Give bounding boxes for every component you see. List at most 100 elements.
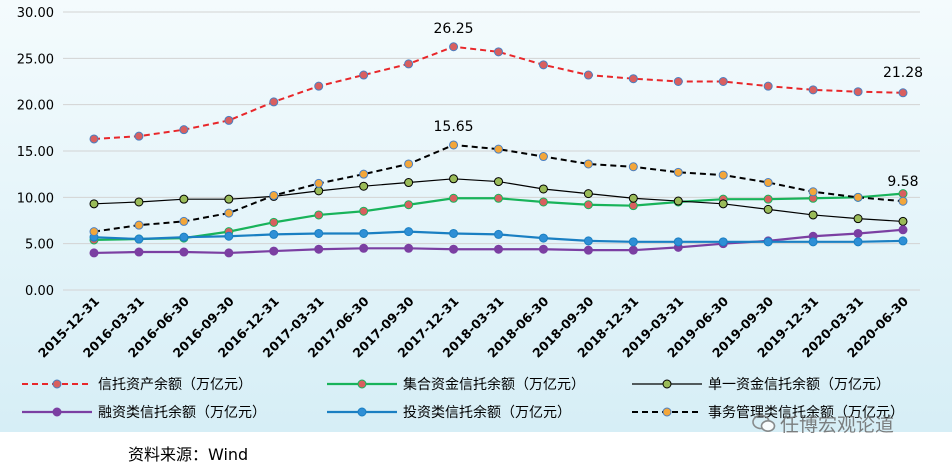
legend-swatch-marker — [52, 379, 62, 389]
chart-frame: 0.00 5.00 10.00 15.00 20.00 25.00 30.00 2015-1… — [0, 0, 952, 432]
data-point — [538, 197, 548, 207]
data-point — [763, 81, 773, 91]
data-point — [628, 74, 638, 84]
data-point — [538, 60, 548, 70]
data-point — [359, 243, 369, 253]
watermark: 任博宏观论道 — [752, 410, 894, 437]
data-label: 21.28 — [883, 65, 923, 81]
data-point — [763, 237, 773, 247]
series-group — [89, 140, 908, 237]
data-point — [853, 192, 863, 202]
data-point — [538, 233, 548, 243]
data-point — [269, 246, 279, 256]
data-point — [718, 77, 728, 86]
data-point — [808, 187, 818, 197]
data-point — [359, 70, 369, 80]
x-axis-ticks: 2015-12-312016-03-312016-06-302016-09-30… — [35, 293, 911, 360]
legend-item: 融资类信托余额（万亿元） — [22, 404, 266, 421]
data-point — [853, 87, 863, 97]
line-chart: 0.00 5.00 10.00 15.00 20.00 25.00 30.00 2015-1… — [17, 6, 924, 421]
data-point — [898, 216, 908, 226]
y-axis-ticks: 0.00 5.00 10.00 15.00 20.00 25.00 30.00 — [17, 6, 54, 299]
source-note: 资料来源：Wind — [128, 445, 249, 464]
data-label: 15.65 — [434, 119, 474, 135]
data-point — [494, 244, 503, 254]
data-labels: 26.25 21.28 15.65 9.58 — [434, 21, 924, 190]
legend-item: 信托资产余额（万亿元） — [22, 376, 252, 393]
series-group — [89, 189, 908, 245]
watermark-text: 任博宏观论道 — [780, 414, 895, 436]
data-point — [89, 227, 99, 237]
y-tick-label: 0.00 — [25, 284, 54, 299]
data-point — [449, 228, 459, 238]
y-tick-label: 30.00 — [17, 6, 54, 21]
data-point — [269, 97, 279, 107]
data-point — [404, 159, 414, 169]
y-tick-label: 10.00 — [17, 191, 54, 206]
data-point — [314, 178, 324, 188]
data-point — [583, 189, 593, 199]
data-point — [224, 231, 234, 241]
data-point — [898, 225, 908, 235]
data-point — [853, 228, 863, 238]
data-point — [673, 77, 683, 86]
data-point — [673, 167, 683, 177]
data-point — [808, 210, 818, 220]
data-point — [314, 81, 324, 91]
data-point — [449, 42, 459, 52]
y-tick-label: 5.00 — [25, 238, 54, 253]
wechat-icon — [752, 414, 776, 432]
data-point — [404, 200, 414, 210]
data-point — [89, 134, 99, 144]
data-label: 26.25 — [434, 21, 474, 37]
data-point — [583, 245, 593, 255]
data-point — [179, 125, 189, 135]
data-point — [898, 196, 908, 206]
data-point — [404, 243, 414, 253]
data-point — [494, 193, 503, 203]
data-point — [673, 237, 683, 247]
legend-swatch-marker — [52, 407, 62, 417]
data-point — [583, 200, 593, 210]
legend-item: 投资类信托余额（万亿元） — [327, 404, 571, 421]
data-point — [494, 177, 503, 187]
data-point — [763, 204, 773, 214]
data-point — [853, 237, 863, 247]
data-point — [404, 178, 414, 188]
y-tick-label: 15.00 — [17, 145, 54, 160]
data-point — [718, 170, 728, 180]
data-point — [224, 208, 234, 218]
data-point — [673, 196, 683, 206]
data-point — [763, 194, 773, 204]
data-point — [134, 131, 144, 141]
series-line — [93, 45, 904, 140]
legend-label: 集合资金信托余额（万亿元） — [403, 376, 585, 393]
data-point — [628, 245, 638, 255]
data-point — [134, 234, 144, 244]
series-lines — [89, 42, 908, 258]
data-point — [494, 144, 503, 154]
data-point — [449, 140, 459, 150]
data-point — [763, 178, 773, 188]
legend-item: 集合资金信托余额（万亿元） — [327, 376, 585, 393]
data-point — [494, 229, 503, 239]
data-point — [224, 115, 234, 125]
data-point — [89, 199, 99, 209]
data-point — [359, 181, 369, 191]
data-point — [583, 70, 593, 80]
data-point — [898, 88, 908, 98]
legend-item: 单一资金信托余额（万亿元） — [632, 376, 890, 393]
data-point — [494, 47, 503, 57]
data-point — [314, 186, 324, 196]
data-point — [808, 85, 818, 95]
series-group — [89, 42, 908, 144]
legend-label: 单一资金信托余额（万亿元） — [708, 376, 890, 393]
data-point — [179, 216, 189, 226]
y-tick-label: 20.00 — [17, 99, 54, 114]
data-point — [314, 244, 324, 254]
data-point — [269, 229, 279, 239]
data-point — [808, 237, 818, 247]
data-point — [224, 248, 234, 258]
data-point — [179, 232, 189, 242]
data-point — [538, 152, 548, 162]
